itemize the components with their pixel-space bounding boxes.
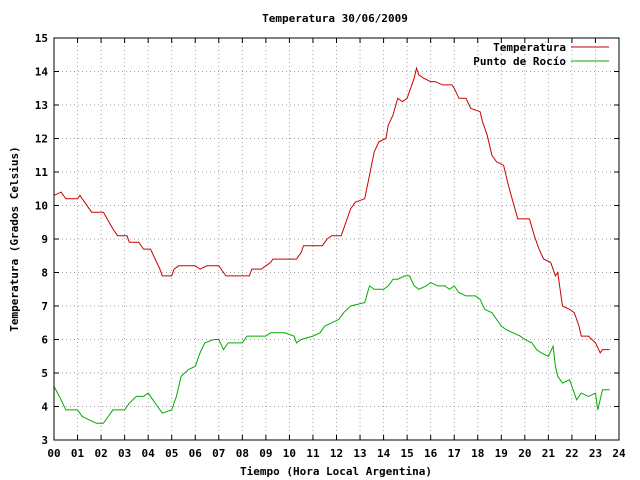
chart-title: Temperatura 30/06/2009 [262, 12, 408, 25]
x-tick-label: 03 [118, 447, 131, 460]
y-tick-label: 3 [41, 434, 48, 447]
x-tick-label: 17 [448, 447, 461, 460]
legend-label-0: Temperatura [493, 41, 566, 54]
x-axis-label: Tiempo (Hora Local Argentina) [240, 465, 432, 478]
x-tick-label: 20 [518, 447, 531, 460]
x-tick-label: 16 [424, 447, 438, 460]
x-tick-label: 14 [377, 447, 391, 460]
y-axis-ticks: 3 4 5 6 7 8 9 10 11 12 13 14 15 [35, 32, 619, 447]
y-tick-label: 10 [35, 200, 48, 213]
x-tick-label: 02 [94, 447, 107, 460]
y-tick-label: 13 [35, 99, 48, 112]
x-axis-ticks: 00 01 02 03 04 05 06 07 08 09 10 11 12 13 14 15 16 17 18 19… [47, 38, 626, 460]
y-tick-label: 12 [35, 133, 48, 146]
x-tick-label: 21 [542, 447, 556, 460]
y-axis-label: Temperatura (Grados Celsius) [8, 146, 21, 331]
x-tick-label: 19 [495, 447, 508, 460]
x-tick-label: 00 [47, 447, 60, 460]
x-tick-label: 08 [236, 447, 249, 460]
series-lines [53, 66, 610, 424]
x-tick-label: 12 [330, 447, 343, 460]
x-tick-label: 05 [165, 447, 178, 460]
legend-label-1: Punto de Rocío [473, 55, 566, 68]
y-tick-label: 7 [41, 300, 48, 313]
y-tick-label: 11 [35, 166, 49, 179]
x-tick-label: 09 [259, 447, 272, 460]
x-tick-label: 24 [612, 447, 626, 460]
y-tick-label: 6 [41, 334, 48, 347]
x-tick-label: 22 [565, 447, 578, 460]
series-line-0 [53, 66, 610, 354]
x-tick-label: 04 [142, 447, 156, 460]
y-tick-label: 15 [35, 32, 48, 45]
y-tick-label: 8 [41, 267, 48, 280]
x-tick-label: 23 [589, 447, 602, 460]
grid-lines [54, 38, 619, 440]
x-tick-label: 13 [353, 447, 366, 460]
series-line-1 [53, 275, 610, 424]
x-tick-label: 01 [71, 447, 85, 460]
x-tick-label: 07 [212, 447, 225, 460]
y-tick-label: 5 [41, 367, 48, 380]
x-tick-label: 06 [189, 447, 203, 460]
x-tick-label: 11 [306, 447, 320, 460]
y-tick-label: 14 [35, 66, 49, 79]
x-tick-label: 18 [471, 447, 484, 460]
y-tick-label: 4 [41, 401, 48, 414]
y-tick-label: 9 [41, 233, 48, 246]
x-tick-label: 15 [401, 447, 414, 460]
x-tick-label: 10 [283, 447, 296, 460]
